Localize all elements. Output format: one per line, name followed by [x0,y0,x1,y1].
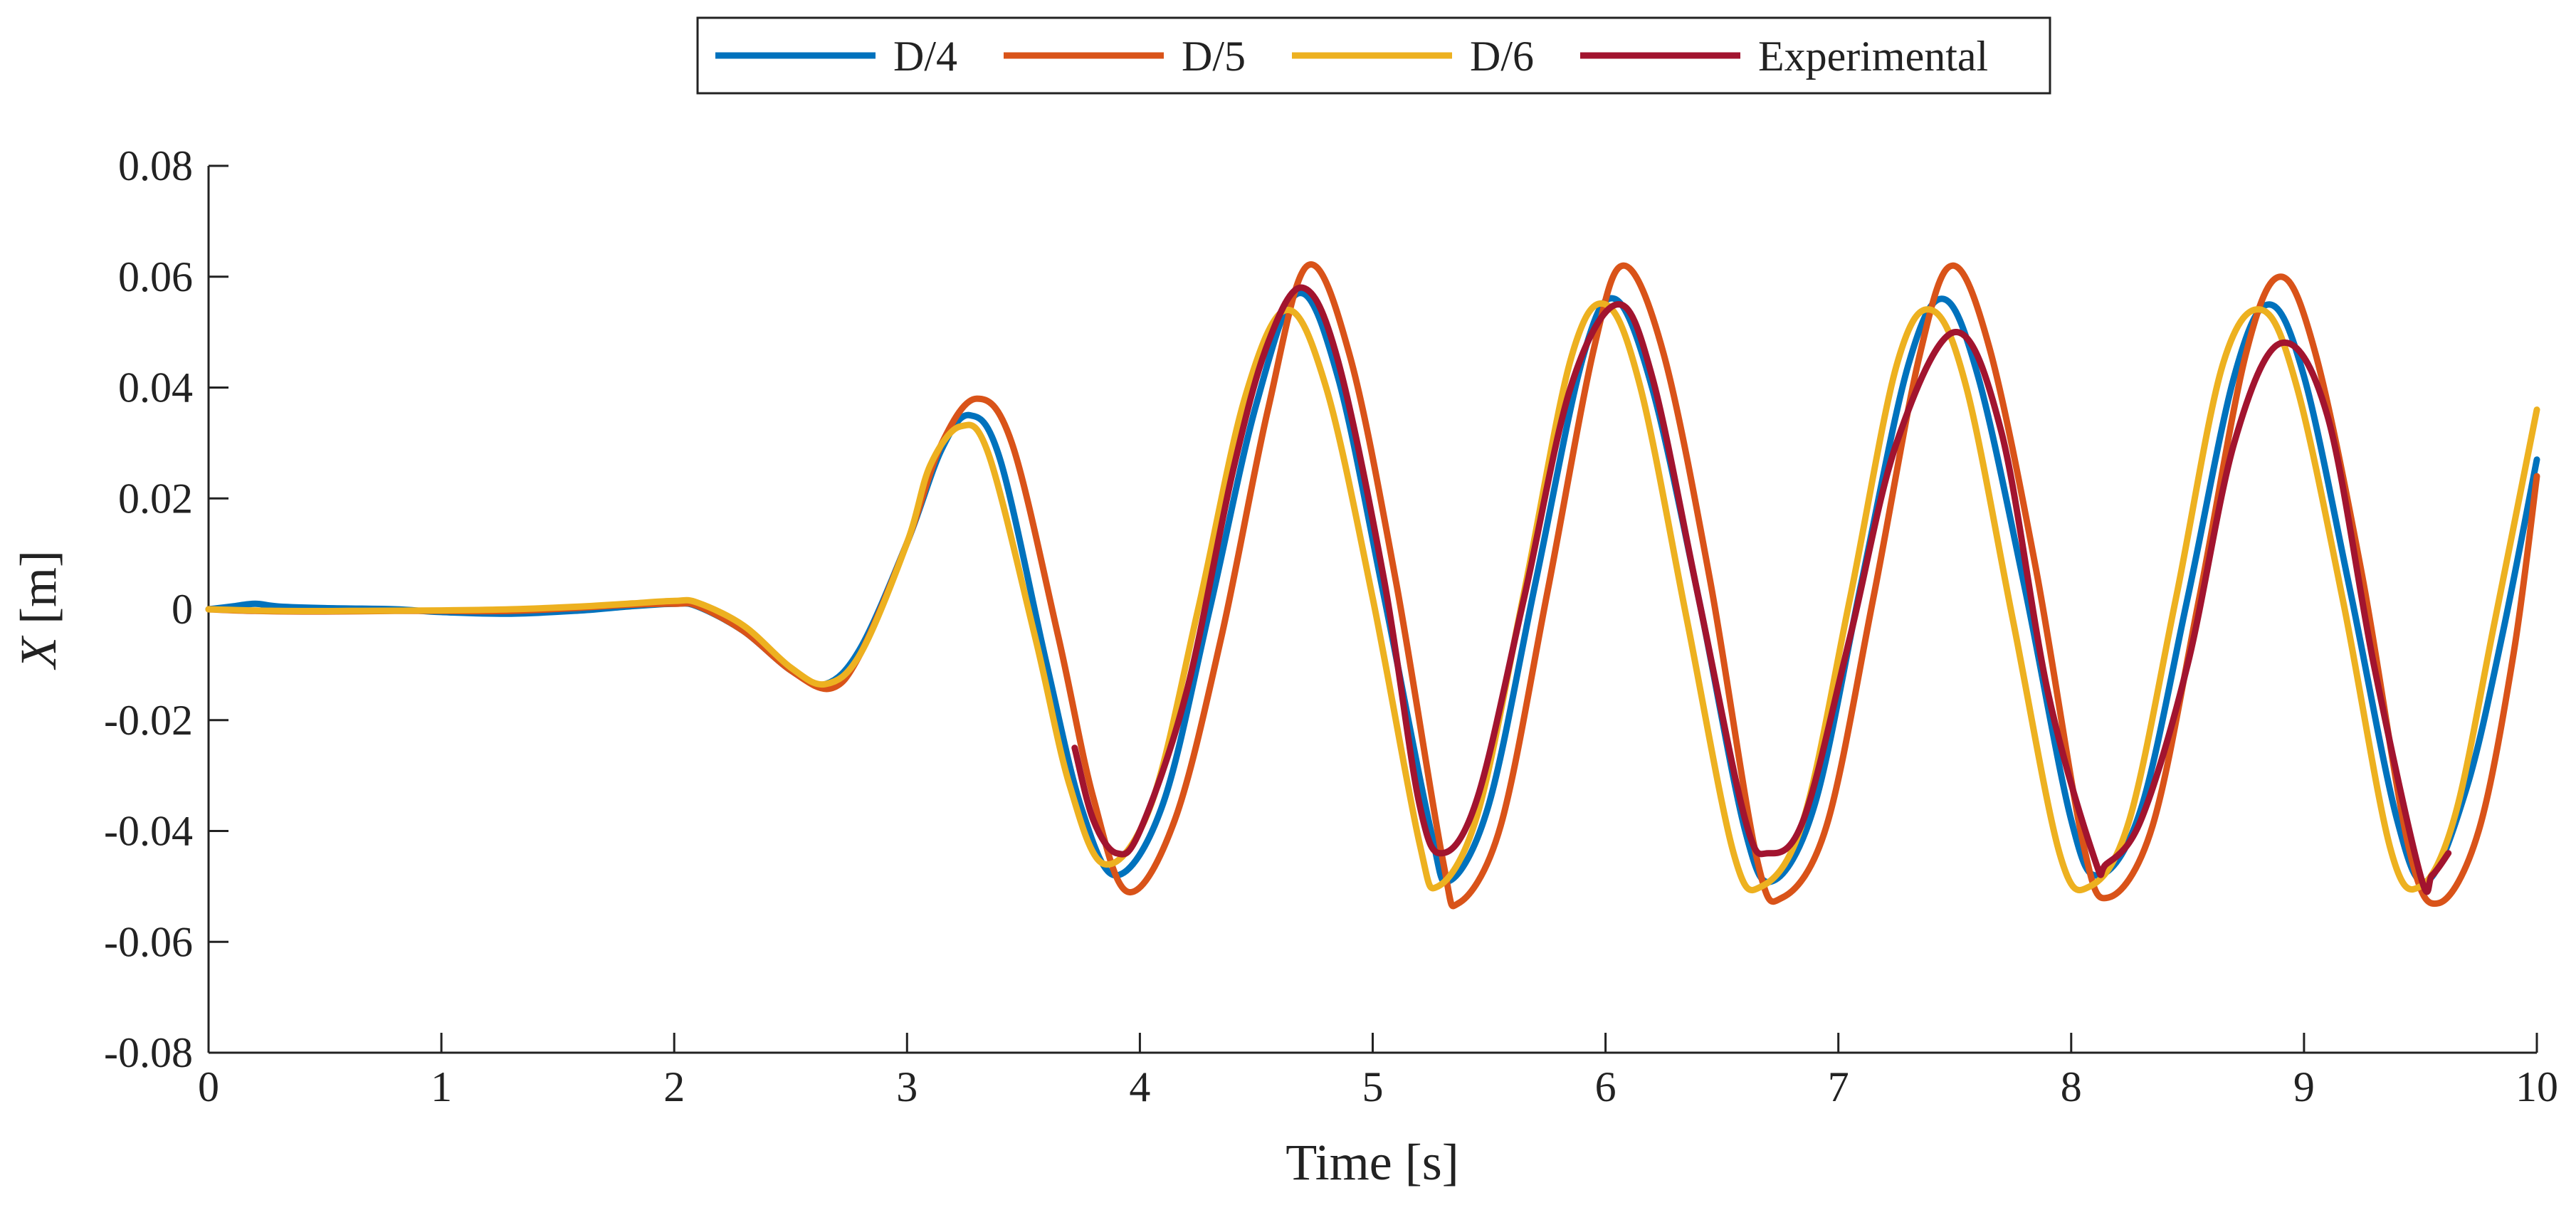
y-tick-label: -0.02 [104,697,193,744]
y-axis-unit: [m] [10,550,67,637]
y-tick-label: -0.06 [104,918,193,965]
y-tick-label: 0.02 [118,475,193,522]
axes: 0 1 2 3 4 5 6 7 8 9 10 -0.08 -0.06 -0.04 -0.02 0 0.02 0.… [104,142,2558,1110]
x-tick-label: 0 [198,1063,219,1110]
y-tick-label: -0.04 [104,808,193,855]
x-tick-label: 3 [896,1063,918,1110]
legend-label-d-5: D/5 [1182,33,1246,80]
x-tick-label: 7 [1828,1063,1849,1110]
legend-label-experimental: Experimental [1758,33,1988,80]
x-tick-label: 2 [663,1063,685,1110]
x-tick-label: 6 [1595,1063,1616,1110]
series-layer [205,261,2540,910]
x-tick-label: 9 [2293,1063,2315,1110]
legend: D/4 D/5 D/6 Experimental [696,16,2051,95]
y-tick-label: 0.04 [118,364,193,411]
x-tick-label: 10 [2515,1063,2558,1110]
legend-label-d-6: D/6 [1470,33,1534,80]
series-line-experimental [1071,284,2452,895]
y-tick-label: -0.08 [104,1029,193,1076]
y-tick-label: 0 [172,586,193,633]
y-tick-label: 0.06 [118,253,193,300]
x-tick-label: 4 [1129,1063,1150,1110]
x-axis-title: Time [s] [1286,1134,1458,1191]
y-axis-variable: X [10,635,67,670]
x-tick-label: 8 [2061,1063,2082,1110]
x-tick-label: 5 [1362,1063,1384,1110]
y-axis-title: X [m] [10,550,67,670]
x-tick-label: 1 [431,1063,452,1110]
legend-label-d-4: D/4 [893,33,957,80]
y-tick-label: 0.08 [118,142,193,189]
